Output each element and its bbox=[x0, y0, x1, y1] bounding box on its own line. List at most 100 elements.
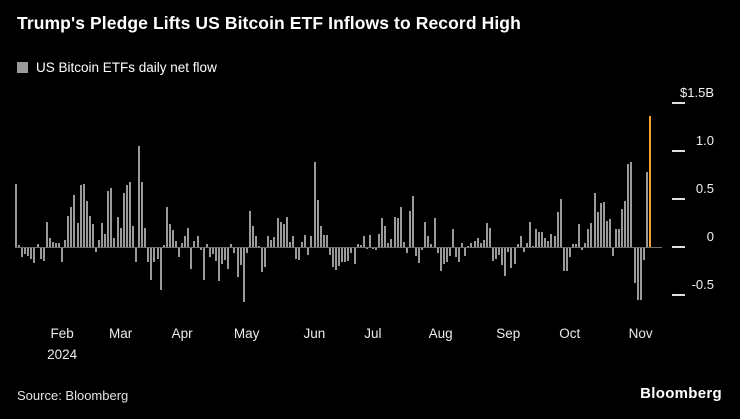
bar bbox=[331, 248, 334, 268]
bar bbox=[375, 248, 378, 250]
bar bbox=[627, 163, 630, 247]
bar bbox=[356, 244, 359, 247]
bar bbox=[624, 200, 627, 247]
bar bbox=[131, 225, 134, 247]
bar bbox=[424, 222, 427, 247]
y-axis-label: $1.5B bbox=[680, 85, 714, 100]
bar bbox=[181, 243, 184, 247]
bar bbox=[381, 218, 384, 247]
bar bbox=[236, 248, 239, 277]
bar bbox=[322, 234, 325, 247]
bar bbox=[285, 217, 288, 247]
bar bbox=[208, 248, 211, 257]
bar bbox=[470, 243, 473, 247]
bar bbox=[36, 244, 39, 247]
bar bbox=[24, 248, 27, 254]
bar bbox=[568, 248, 571, 257]
bar bbox=[405, 248, 408, 253]
bar bbox=[328, 248, 331, 255]
bar bbox=[550, 233, 553, 247]
bar bbox=[270, 240, 273, 247]
bar bbox=[445, 248, 448, 263]
x-axis-label: May bbox=[233, 326, 260, 341]
bar bbox=[162, 245, 165, 247]
bar bbox=[510, 248, 513, 269]
bar bbox=[95, 248, 97, 252]
bar bbox=[350, 248, 353, 253]
x-axis-label: Oct bbox=[559, 326, 581, 341]
x-axis-label: Aug bbox=[428, 326, 453, 341]
bar bbox=[618, 228, 621, 247]
zero-axis-line bbox=[15, 247, 662, 248]
bar bbox=[141, 181, 144, 247]
bar bbox=[168, 224, 171, 247]
bar bbox=[187, 227, 190, 247]
bar bbox=[58, 243, 61, 247]
bar bbox=[368, 234, 371, 247]
bar bbox=[245, 248, 248, 253]
y-axis-label: -0.5 bbox=[691, 277, 714, 292]
bar bbox=[615, 228, 618, 247]
bar bbox=[79, 184, 82, 247]
y-axis-tick bbox=[672, 102, 685, 104]
bar bbox=[565, 248, 568, 271]
bar bbox=[378, 233, 381, 247]
bar bbox=[30, 248, 33, 259]
bar bbox=[418, 248, 421, 264]
bar bbox=[307, 248, 310, 255]
bar bbox=[415, 248, 418, 256]
bar bbox=[427, 235, 430, 247]
bar bbox=[190, 248, 193, 270]
bar bbox=[55, 243, 57, 247]
bar bbox=[171, 229, 174, 247]
bar bbox=[347, 248, 350, 262]
bar bbox=[436, 248, 439, 253]
bar bbox=[479, 243, 482, 247]
bar bbox=[516, 244, 519, 247]
bar bbox=[575, 244, 578, 247]
bar bbox=[116, 217, 119, 247]
bar bbox=[227, 248, 230, 270]
bar bbox=[464, 248, 467, 256]
bar bbox=[153, 248, 156, 263]
bar bbox=[501, 248, 504, 266]
x-axis-label: Jul bbox=[364, 326, 382, 341]
bar bbox=[144, 227, 147, 247]
bar bbox=[467, 246, 470, 247]
bar bbox=[519, 235, 522, 247]
bar bbox=[288, 242, 291, 247]
bar bbox=[258, 246, 261, 247]
y-axis-tick bbox=[672, 150, 685, 152]
bar bbox=[122, 193, 125, 247]
bar bbox=[639, 248, 642, 300]
bar bbox=[402, 242, 405, 247]
bar bbox=[248, 210, 251, 247]
bar bbox=[91, 224, 94, 247]
bar bbox=[70, 206, 73, 247]
bar bbox=[513, 248, 516, 265]
bar bbox=[393, 217, 396, 247]
bar bbox=[605, 221, 608, 247]
bar bbox=[335, 248, 338, 271]
bar bbox=[485, 223, 488, 247]
bar bbox=[535, 228, 538, 247]
bar bbox=[491, 248, 494, 261]
bar bbox=[205, 244, 208, 247]
bar bbox=[165, 206, 168, 247]
bar bbox=[218, 248, 221, 281]
bar bbox=[224, 248, 227, 260]
bar bbox=[547, 241, 550, 247]
bar bbox=[110, 188, 113, 247]
bar bbox=[104, 233, 107, 247]
bar bbox=[451, 228, 454, 247]
bar bbox=[408, 210, 411, 247]
y-axis-label: 0.5 bbox=[695, 181, 714, 196]
bar bbox=[291, 236, 294, 247]
bar bbox=[430, 244, 433, 247]
bar bbox=[18, 245, 21, 247]
bar bbox=[341, 248, 344, 263]
y-axis-label: 1.0 bbox=[695, 133, 714, 148]
x-axis-label: Feb bbox=[50, 326, 74, 341]
bar bbox=[230, 244, 233, 247]
